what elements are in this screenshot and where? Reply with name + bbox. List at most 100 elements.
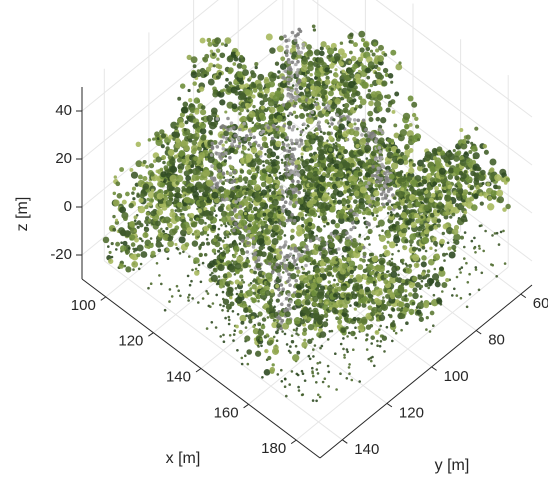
cloud-point bbox=[112, 199, 120, 207]
cloud-point bbox=[271, 238, 279, 245]
cloud-point bbox=[317, 227, 323, 233]
cloud-point bbox=[301, 330, 307, 337]
cloud-point bbox=[200, 105, 206, 110]
cloud-point bbox=[361, 118, 366, 123]
cloud-point bbox=[167, 236, 173, 242]
cloud-point bbox=[397, 249, 400, 253]
cloud-point bbox=[412, 287, 418, 293]
cloud-point bbox=[334, 352, 337, 356]
cloud-point bbox=[314, 267, 321, 274]
cloud-point bbox=[178, 236, 186, 244]
cloud-point bbox=[290, 152, 295, 157]
cloud-point bbox=[112, 214, 116, 219]
cloud-point bbox=[455, 294, 459, 297]
cloud-point bbox=[251, 298, 257, 304]
cloud-point bbox=[201, 261, 205, 265]
cloud-point bbox=[232, 339, 235, 342]
cloud-point bbox=[305, 289, 310, 294]
cloud-point bbox=[155, 241, 163, 248]
cloud-point bbox=[402, 245, 408, 251]
cloud-point bbox=[346, 217, 350, 221]
cloud-point bbox=[159, 193, 164, 198]
cloud-point bbox=[279, 283, 284, 287]
cloud-point bbox=[272, 125, 277, 129]
cloud-point bbox=[281, 287, 286, 292]
cloud-point bbox=[230, 225, 233, 228]
cloud-point bbox=[346, 204, 351, 209]
cloud-point bbox=[315, 287, 320, 291]
cloud-point bbox=[222, 298, 230, 305]
cloud-point bbox=[404, 239, 409, 244]
cloud-point bbox=[282, 103, 286, 107]
cloud-point bbox=[329, 307, 333, 311]
cloud-point bbox=[116, 192, 123, 199]
cloud-point bbox=[224, 37, 232, 44]
cloud-point bbox=[359, 297, 367, 304]
cloud-point bbox=[340, 145, 345, 151]
cloud-point bbox=[327, 280, 331, 284]
cloud-point bbox=[370, 205, 374, 209]
cloud-point bbox=[343, 149, 349, 155]
cloud-point bbox=[263, 285, 270, 292]
cloud-point bbox=[252, 324, 256, 329]
cloud-point bbox=[238, 141, 242, 145]
cloud-point bbox=[387, 103, 392, 108]
cloud-point bbox=[156, 137, 160, 141]
cloud-point bbox=[269, 304, 273, 309]
cloud-point bbox=[315, 104, 321, 111]
cloud-point bbox=[343, 356, 346, 359]
cloud-point bbox=[276, 373, 280, 376]
cloud-point bbox=[132, 197, 136, 201]
cloud-point bbox=[306, 44, 312, 51]
cloud-point bbox=[343, 189, 348, 194]
cloud-point bbox=[282, 124, 286, 128]
cloud-point bbox=[234, 251, 238, 255]
cloud-point bbox=[334, 68, 338, 72]
cloud-point bbox=[305, 70, 310, 75]
cloud-point bbox=[434, 281, 441, 288]
cloud-point bbox=[386, 240, 390, 244]
cloud-point bbox=[373, 157, 378, 161]
cloud-point bbox=[252, 104, 256, 109]
cloud-point bbox=[257, 92, 263, 98]
cloud-point bbox=[232, 253, 237, 259]
cloud-point bbox=[115, 248, 118, 251]
cloud-point bbox=[353, 307, 358, 311]
cloud-point bbox=[463, 257, 466, 260]
cloud-point bbox=[293, 317, 301, 325]
cloud-point bbox=[250, 210, 255, 214]
cloud-point bbox=[370, 342, 374, 345]
cloud-point bbox=[236, 136, 241, 140]
cloud-point bbox=[137, 267, 141, 271]
cloud-point bbox=[336, 57, 340, 61]
cloud-point bbox=[290, 339, 295, 344]
cloud-point bbox=[247, 148, 250, 151]
cloud-point bbox=[276, 136, 280, 139]
cloud-point bbox=[238, 204, 243, 209]
cloud-point bbox=[197, 301, 200, 304]
cloud-point bbox=[296, 68, 300, 72]
cloud-point bbox=[154, 131, 160, 137]
cloud-point bbox=[361, 211, 366, 216]
cloud-point bbox=[197, 184, 206, 193]
cloud-point bbox=[334, 222, 341, 229]
cloud-point bbox=[388, 226, 392, 230]
cloud-point bbox=[130, 171, 139, 179]
cloud-point bbox=[199, 37, 206, 44]
cloud-point bbox=[317, 125, 321, 129]
cloud-point bbox=[224, 43, 228, 47]
cloud-point bbox=[234, 91, 239, 96]
cloud-point bbox=[372, 216, 378, 222]
cloud-point bbox=[271, 258, 277, 264]
cloud-point bbox=[435, 253, 440, 258]
cloud-point bbox=[304, 244, 309, 249]
cloud-point bbox=[205, 290, 208, 293]
cloud-point bbox=[242, 176, 249, 182]
cloud-point bbox=[273, 318, 277, 322]
cloud-point bbox=[296, 127, 299, 131]
cloud-point bbox=[313, 344, 317, 347]
cloud-point bbox=[259, 337, 263, 342]
cloud-point bbox=[329, 206, 335, 212]
cloud-point bbox=[434, 160, 440, 166]
